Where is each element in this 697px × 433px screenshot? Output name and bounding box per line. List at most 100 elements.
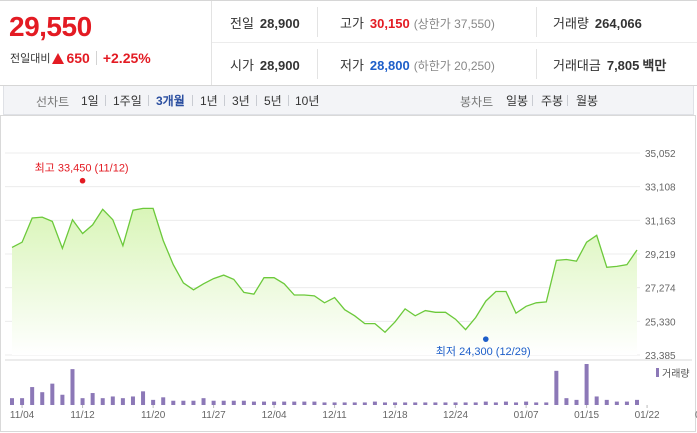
divider [532, 95, 533, 106]
divider [256, 95, 257, 106]
volume-bar [302, 401, 307, 405]
x-tick-label: 11/20 [141, 410, 166, 421]
x-tick-label: 11/12 [70, 410, 95, 421]
open-stat: 시가 28,900 [230, 55, 300, 74]
tab-1w[interactable]: 1주일 [113, 94, 142, 108]
low-marker [482, 336, 489, 342]
volume-bar [161, 397, 166, 405]
tab-monthly-candle[interactable]: 월봉 [576, 94, 599, 108]
low-stat: 저가 28,800 (하한가 20,250) [340, 55, 495, 74]
volume-bar [342, 402, 347, 405]
change-value: 650 [66, 50, 90, 66]
divider [192, 95, 193, 106]
change-label: 전일대비 [10, 53, 51, 65]
volume-bar [393, 402, 398, 405]
volume-bar [453, 402, 458, 405]
volume-bar [40, 392, 45, 405]
volume-bar [251, 401, 256, 405]
divider [148, 95, 149, 106]
high-label: 고가 [340, 16, 364, 31]
tab-5y[interactable]: 5년 [264, 94, 282, 108]
x-tick-label: 12/18 [383, 410, 408, 421]
volume-bar [614, 401, 619, 405]
tab-1y[interactable]: 1년 [200, 94, 218, 108]
divider [95, 51, 97, 65]
divider [536, 7, 537, 37]
volume-bar [635, 399, 639, 405]
x-tick-label: 12/04 [262, 410, 287, 421]
lower-limit: (하한가 20,250) [413, 59, 495, 73]
current-price: 29,550 [9, 11, 92, 42]
volume-bar [352, 402, 357, 405]
volume-bar [151, 399, 156, 405]
low-label: 저가 [340, 58, 364, 73]
volume-bar [574, 399, 579, 405]
price-chart: 35,052 33,108 31,163 29,219 27,274 25,330 23,3… [0, 115, 697, 432]
volume-bar [10, 398, 14, 405]
amount-value: 7,805 [606, 58, 640, 73]
tab-weekly-candle[interactable]: 주봉 [541, 94, 564, 108]
low-value: 28,800 [369, 58, 410, 73]
y-tick-label: 25,330 [645, 317, 676, 328]
x-tick-label: 12/24 [443, 410, 468, 421]
volume-bar [443, 402, 448, 405]
quote-panel: 29,550 전일대비 650 +2.25% 전일 28,900 고가 30,150… [0, 0, 697, 86]
tab-3m[interactable]: 3개월 [156, 94, 185, 108]
volume-bar [382, 402, 387, 405]
tab-1d[interactable]: 1일 [81, 94, 99, 108]
up-triangle-icon [52, 52, 65, 64]
volume-bar [594, 396, 599, 405]
volume-bar [503, 401, 508, 405]
y-tick-label: 35,052 [645, 149, 676, 160]
y-tick-label: 29,219 [645, 250, 676, 261]
price-line [11, 207, 638, 334]
amount-unit: 백만 [642, 58, 667, 73]
volume-bar [483, 401, 488, 405]
volume-bar [493, 402, 498, 405]
volume-bar [372, 401, 377, 405]
volume-bar [544, 402, 549, 405]
x-tick-label: 01/07 [514, 410, 539, 421]
y-tick-label: 27,274 [645, 284, 676, 295]
volume-bar [403, 402, 408, 405]
volume-bar [90, 393, 95, 405]
volume-bar [241, 400, 246, 405]
volume-bar [554, 370, 559, 405]
volume-legend: 거래량 [662, 368, 690, 380]
x-tick-label: 01/29 [695, 410, 697, 421]
prev-close-value: 28,900 [259, 16, 300, 31]
volume-bar [100, 398, 105, 405]
volume-bar [413, 402, 418, 405]
volume-bar [70, 369, 75, 405]
divider [317, 49, 318, 79]
open-label: 시가 [230, 58, 254, 73]
tab-daily-candle[interactable]: 일봉 [506, 94, 529, 108]
volume-bar [463, 402, 468, 405]
prev-close-stat: 전일 28,900 [230, 13, 300, 32]
divider [317, 7, 318, 37]
volume-bar [262, 401, 267, 405]
volume-bar [171, 400, 176, 405]
divider [536, 49, 537, 79]
volume-bar [584, 364, 589, 405]
volume-bar [30, 387, 35, 405]
high-marker [79, 177, 86, 184]
y-tick-label: 33,108 [645, 183, 676, 194]
tab-10y[interactable]: 10년 [295, 94, 320, 108]
tab-3y[interactable]: 3년 [232, 94, 250, 108]
volume-value: 264,066 [594, 16, 642, 31]
volume-bar [80, 398, 85, 405]
amount-stat: 거래대금 7,805 백만 [553, 55, 666, 74]
volume-label: 거래량 [553, 16, 589, 31]
volume-bar [50, 383, 55, 405]
divider [224, 95, 225, 106]
change-row: 전일대비 650 +2.25% [10, 50, 151, 66]
amount-label: 거래대금 [553, 58, 601, 73]
volume-bar [524, 401, 529, 405]
change-percent: +2.25% [102, 50, 151, 66]
volume-bar [292, 401, 297, 405]
high-annotation: 최고 33,450 (11/12) [35, 162, 129, 175]
volume-bar [20, 398, 25, 405]
volume-bar [181, 400, 186, 405]
y-tick-label: 31,163 [645, 216, 676, 227]
